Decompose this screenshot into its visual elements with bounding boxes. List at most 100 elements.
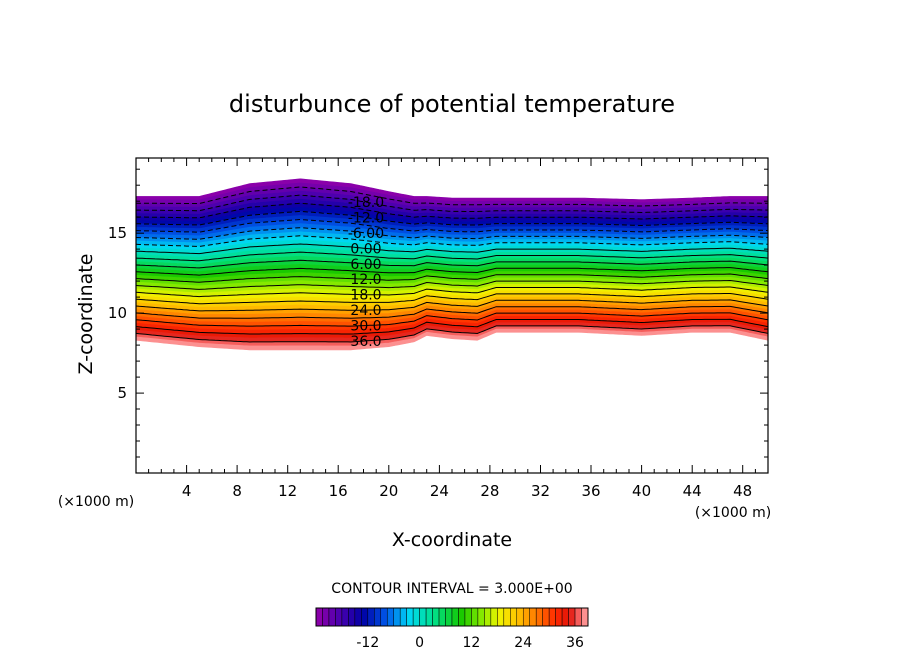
colorbar-cell	[393, 607, 401, 627]
contour-label: 12.0	[350, 272, 381, 288]
contour-label: 6.00	[350, 257, 381, 273]
colorbar-cell	[471, 607, 479, 627]
colorbar-cell	[348, 607, 356, 627]
contour-labels: -18.0-12.0-6.000.006.0012.018.024.030.03…	[348, 195, 384, 350]
contour-label: -6.00	[348, 226, 384, 242]
contour-line	[136, 251, 768, 262]
colorbar-frame	[315, 607, 589, 627]
colorbar-cell	[386, 607, 394, 627]
x-tick-label: 24	[430, 482, 449, 500]
contour-line	[136, 286, 768, 298]
colorbar-cell	[374, 607, 382, 627]
colorbar-cell	[529, 607, 537, 627]
contour-label: 24.0	[350, 303, 381, 319]
contour-line	[136, 259, 768, 269]
contour-line	[136, 235, 768, 248]
contour-line	[136, 186, 768, 207]
contour-line	[136, 305, 768, 319]
colorbar-cell	[399, 607, 407, 627]
x-unit-note-right: (×1000 m)	[695, 505, 771, 521]
colorbar-cell	[503, 607, 511, 627]
colorbar-cell	[490, 607, 498, 627]
colorbar-cell	[535, 607, 543, 627]
colorbar-cell	[477, 607, 485, 627]
contour-label: 0.00	[350, 241, 381, 257]
x-tick-label: 48	[733, 482, 752, 500]
x-unit-note-left: (×1000 m)	[58, 494, 134, 510]
colorbar-cell	[510, 607, 518, 627]
colorbar-cell	[458, 607, 466, 627]
colorbar-cell	[522, 607, 530, 627]
colorbar-cell	[361, 607, 369, 627]
x-tick-label: 28	[480, 482, 499, 500]
colorbar-tick-label: 12	[462, 635, 480, 651]
colorbar-cell	[328, 607, 336, 627]
colorbar-cell	[406, 607, 414, 627]
chart-title: disturbunce of potential temperature	[229, 90, 675, 118]
contour-line	[136, 273, 768, 283]
x-axis-label: X-coordinate	[392, 529, 512, 551]
y-tick-label: 15	[108, 224, 127, 242]
contour-line	[136, 299, 768, 312]
x-tick-label: 44	[683, 482, 702, 500]
colorbar-cell	[432, 607, 440, 627]
colorbar-cell	[451, 607, 459, 627]
y-tick-label: 10	[108, 304, 127, 322]
colorbar-tick-label: 24	[514, 635, 532, 651]
x-tick-label: 36	[581, 482, 600, 500]
x-tick-label: 40	[632, 482, 651, 500]
color-band	[136, 328, 768, 351]
contour-label: -18.0	[348, 195, 384, 211]
contour-label: 18.0	[350, 288, 381, 304]
contour-line	[136, 194, 768, 214]
x-tick-label: 8	[232, 482, 242, 500]
colorbar-cell	[445, 607, 453, 627]
colorbar-tick-label: -12	[356, 635, 379, 651]
y-axis-label: Z-coordinate	[75, 254, 97, 375]
colorbar-cell	[581, 607, 589, 627]
contour-line	[136, 202, 768, 220]
colorbar-cell	[464, 607, 472, 627]
contour-label: -12.0	[348, 211, 384, 227]
x-tick-label: 20	[379, 482, 398, 500]
contour-label: 36.0	[350, 334, 381, 350]
colorbar-cell	[438, 607, 446, 627]
x-axis-ticks: 4 8 12 16 20 24 28 32 36 40 44 48	[148, 158, 756, 500]
colorbar-cell	[315, 607, 323, 627]
x-tick-label: 16	[329, 482, 348, 500]
contour-interval-text: CONTOUR INTERVAL = 3.000E+00	[331, 581, 572, 597]
colorbar-cell	[380, 607, 388, 627]
contour-line	[136, 318, 768, 335]
contour-line	[136, 267, 768, 276]
x-tick-label: 12	[278, 482, 297, 500]
colorbar-cell	[367, 607, 375, 627]
x-tick-label: 32	[531, 482, 550, 500]
colorbar-cell	[542, 607, 550, 627]
colorbar-cell	[516, 607, 524, 627]
colorbar-cell	[425, 607, 433, 627]
colorbar-cell	[555, 607, 563, 627]
colorbar-tick-label: 0	[415, 635, 424, 651]
colorbar-tick-label: 36	[566, 635, 584, 651]
contour-line	[136, 293, 768, 305]
x-tick-label: 4	[182, 482, 192, 500]
contour-lines	[136, 186, 768, 343]
contour-label: 30.0	[350, 319, 381, 335]
colorbar: -12 0 12 24 36	[315, 607, 589, 651]
y-axis-ticks: 5 10 15	[108, 168, 768, 458]
contour-field: -18.0-12.0-6.000.006.0012.018.024.030.03…	[136, 178, 768, 351]
contour-line	[136, 279, 768, 290]
colorbar-cell	[561, 607, 569, 627]
colorbar-cell	[322, 607, 330, 627]
colorbar-cell	[497, 607, 505, 627]
colorbar-cell	[341, 607, 349, 627]
contour-line	[136, 227, 768, 240]
contour-line	[136, 325, 768, 343]
contour-line	[136, 218, 768, 233]
colorbar-cell	[484, 607, 492, 627]
contour-line	[136, 210, 768, 227]
colorbar-cell	[574, 607, 582, 627]
colorbar-cell	[568, 607, 576, 627]
colorbar-cell	[412, 607, 420, 627]
